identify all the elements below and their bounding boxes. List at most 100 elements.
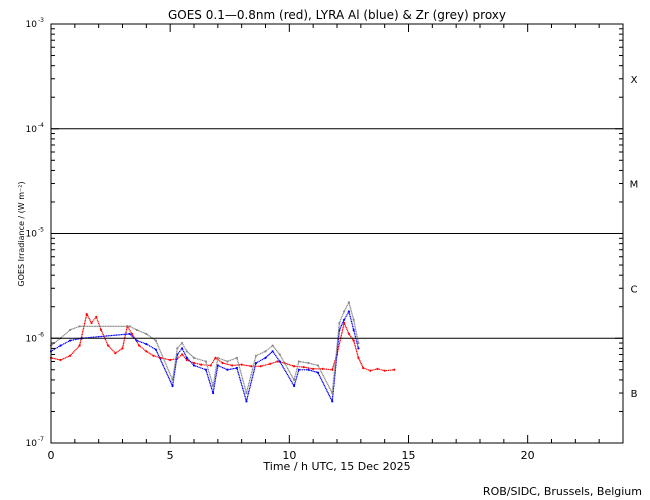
trace-dot [357,340,359,343]
trace-dot [99,325,102,328]
trace-dot [336,342,338,345]
trace-dot [182,344,184,346]
trace-dot [215,367,217,369]
trace-dot [159,357,161,360]
trace-dot [263,351,265,353]
trace-dot [335,352,337,354]
trace-dot [92,320,94,323]
data-point [352,339,355,342]
trace-dot [223,367,225,370]
trace-dot [247,386,249,388]
trace-dot [348,303,351,305]
trace-dot [120,333,123,336]
trace-dot [340,317,343,319]
trace-dot [155,341,158,343]
trace-dot [179,345,181,347]
trace-dot [238,375,240,377]
trace-dot [247,365,249,367]
data-point [264,350,267,353]
trace-dot [241,376,243,378]
trace-dot [63,343,65,345]
trace-dot [207,367,209,369]
trace-dot [55,340,58,343]
trace-dot [117,350,119,352]
trace-dot [85,314,88,317]
data-point [171,378,174,382]
trace-dot [249,378,251,380]
data-point [180,347,184,350]
trace-dot [344,325,347,327]
trace-dot [223,362,225,365]
trace-dot [166,373,168,376]
trace-dot [237,361,239,364]
trace-dot [180,343,182,346]
trace-dot [241,386,244,388]
trace-dot [333,376,335,378]
trace-dot [256,365,258,367]
trace-dot [243,394,246,396]
trace-dot [296,367,298,369]
trace-dot [354,327,357,329]
trace-dot [147,344,149,346]
trace-dot [204,364,206,366]
trace-dot [213,387,215,389]
trace-dot [284,363,287,366]
trace-dot [290,373,292,375]
data-point [235,356,238,359]
trace-dot [317,373,320,375]
trace-dot [339,339,341,341]
trace-dot [109,335,111,337]
trace-dot [309,362,311,365]
trace-dot [158,347,160,349]
trace-dot [284,369,286,371]
trace-dot [210,380,213,382]
trace-dot [102,335,105,338]
trace-dot [270,346,272,348]
y-tick-label: 10 [26,334,38,344]
trace-dot [174,362,176,365]
trace-dot [346,328,348,330]
trace-dot [264,364,267,366]
trace-dot [361,365,364,368]
trace-dot [305,369,308,371]
trace-dot [310,363,313,365]
data-point [331,368,334,371]
trace-dot [129,330,131,332]
trace-dot [169,380,172,383]
data-point [154,339,157,342]
trace-dot [88,317,90,320]
data-point [376,367,379,370]
data-point [68,354,72,357]
trace-dot [339,320,341,323]
trace-dot [345,326,347,329]
trace-dot [96,317,98,320]
trace-dot [225,368,227,370]
trace-dot [366,368,368,371]
trace-dot [309,369,311,371]
trace-dot [116,325,118,328]
trace-dot [167,358,170,361]
trace-dot [249,386,251,388]
trace-dot [247,392,250,395]
trace-dot [244,395,246,398]
trace-dot [144,349,146,351]
trace-dot [336,339,339,342]
trace-dot [211,389,213,391]
trace-dot [320,379,323,381]
trace-dot [334,362,337,364]
trace-dot [276,349,278,352]
trace-dot [136,342,139,344]
trace-dot [142,342,144,344]
y-axis: 10-710-610-510-410-3 [26,17,623,449]
trace-dot [170,382,172,384]
data-point [192,361,196,365]
trace-dot [244,387,246,389]
data-point [331,400,334,403]
trace-dot [214,377,217,380]
trace-dot [289,372,291,374]
trace-dot [94,336,96,338]
trace-dot [285,372,288,374]
trace-dot [131,327,134,329]
trace-dot [91,325,94,328]
trace-dot [385,369,388,372]
